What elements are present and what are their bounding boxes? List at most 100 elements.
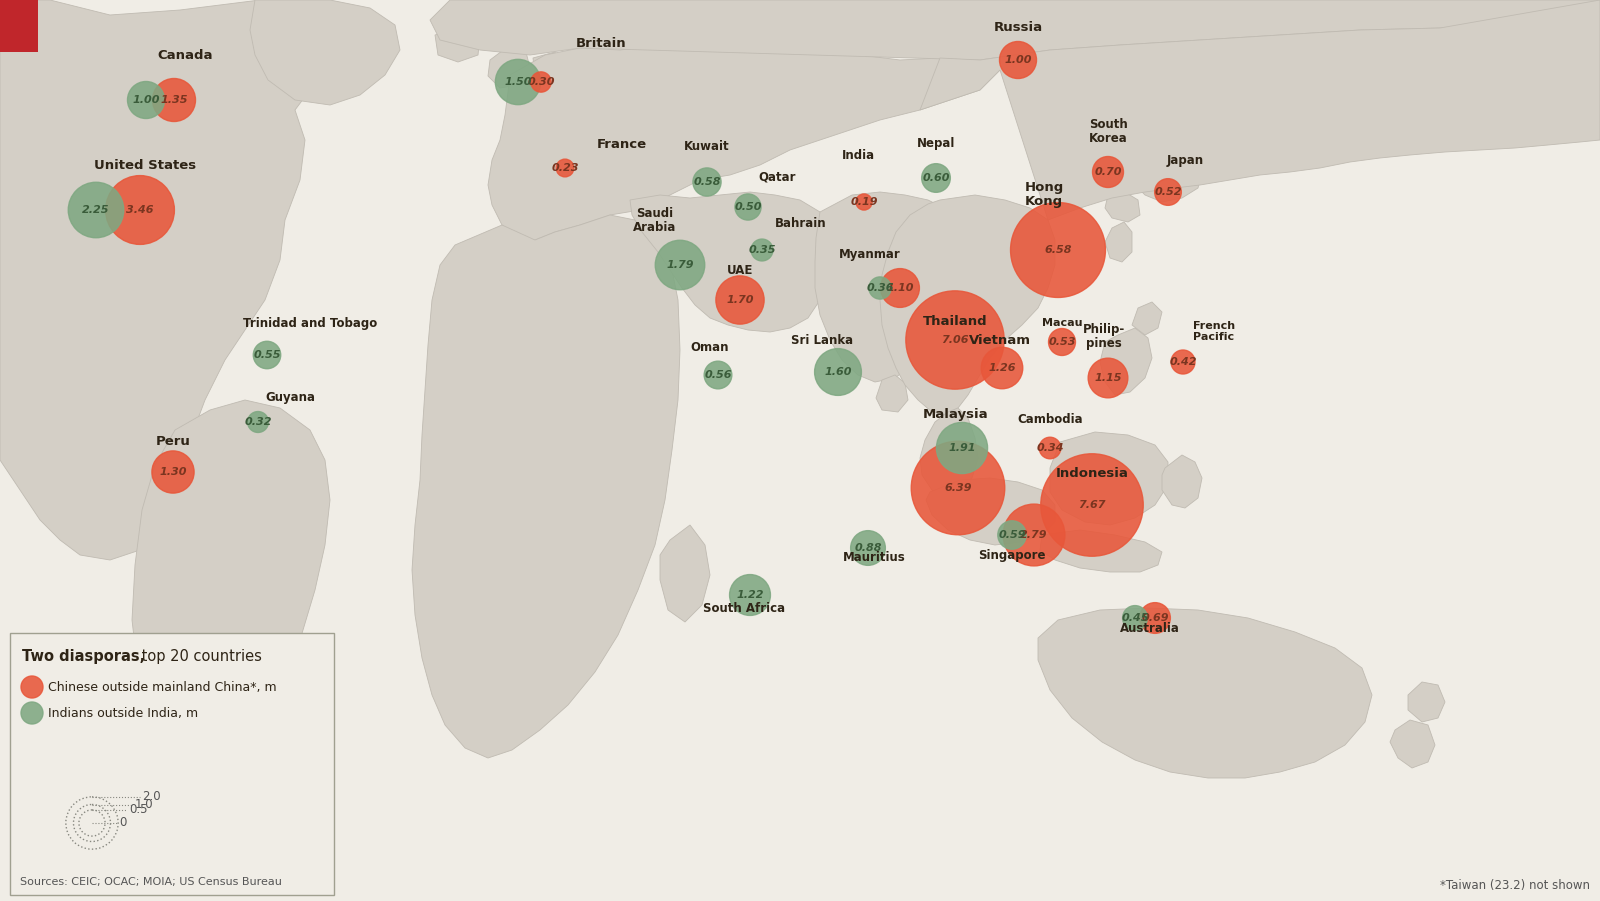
Text: 1.00: 1.00 xyxy=(133,95,160,105)
Text: United States: United States xyxy=(94,159,197,172)
Polygon shape xyxy=(413,215,680,758)
Circle shape xyxy=(1040,454,1144,556)
Text: Kuwait: Kuwait xyxy=(685,140,730,153)
Text: Philip-
pines: Philip- pines xyxy=(1083,323,1125,350)
Text: French
Pacific: French Pacific xyxy=(1194,321,1235,342)
Text: 1.15: 1.15 xyxy=(1094,373,1122,383)
Polygon shape xyxy=(1130,145,1202,202)
Text: 0.59: 0.59 xyxy=(998,530,1026,540)
Circle shape xyxy=(750,239,773,261)
Text: 1.00: 1.00 xyxy=(1005,55,1032,65)
Circle shape xyxy=(814,349,861,396)
Text: 1.10: 1.10 xyxy=(886,283,914,293)
Text: 0.50: 0.50 xyxy=(734,202,762,212)
Text: 0.69: 0.69 xyxy=(1141,613,1168,623)
Polygon shape xyxy=(926,478,1054,545)
Bar xyxy=(0,0,38,52)
Circle shape xyxy=(856,194,872,210)
Text: 1.50: 1.50 xyxy=(504,77,531,87)
Circle shape xyxy=(21,702,43,724)
Text: 1.35: 1.35 xyxy=(160,95,187,105)
Text: 1.26: 1.26 xyxy=(989,363,1016,373)
Circle shape xyxy=(936,423,987,474)
Text: Chinese outside mainland China*, m: Chinese outside mainland China*, m xyxy=(48,680,277,694)
Text: Myanmar: Myanmar xyxy=(838,248,901,261)
Polygon shape xyxy=(661,525,710,622)
Circle shape xyxy=(981,347,1022,388)
Polygon shape xyxy=(814,192,968,382)
Text: Bahrain: Bahrain xyxy=(774,217,827,230)
Text: 0.36: 0.36 xyxy=(866,283,894,293)
Circle shape xyxy=(693,168,722,196)
Text: Sri Lanka: Sri Lanka xyxy=(790,334,853,347)
Text: Cambodia: Cambodia xyxy=(1018,413,1083,426)
Text: 0.30: 0.30 xyxy=(528,77,555,87)
Circle shape xyxy=(1171,350,1195,374)
Text: 7.67: 7.67 xyxy=(1078,500,1106,510)
Polygon shape xyxy=(1106,192,1139,222)
Text: UAE: UAE xyxy=(726,264,754,277)
Text: 0: 0 xyxy=(118,816,126,830)
Text: 1.0: 1.0 xyxy=(134,798,154,811)
Polygon shape xyxy=(920,0,1600,220)
Text: 0.5: 0.5 xyxy=(130,804,147,816)
Text: Qatar: Qatar xyxy=(758,170,795,183)
Circle shape xyxy=(152,78,195,122)
Text: Indonesia: Indonesia xyxy=(1056,467,1128,480)
Text: 0.35: 0.35 xyxy=(749,245,776,255)
Polygon shape xyxy=(0,0,330,560)
Text: India: India xyxy=(842,149,875,162)
Circle shape xyxy=(1040,437,1061,459)
Text: 2.0: 2.0 xyxy=(142,790,160,804)
Circle shape xyxy=(851,531,885,565)
Text: Two diasporas,: Two diasporas, xyxy=(22,649,146,664)
Circle shape xyxy=(880,268,920,307)
FancyBboxPatch shape xyxy=(10,633,334,895)
Text: 1.79: 1.79 xyxy=(666,260,694,270)
Polygon shape xyxy=(488,45,1000,240)
Polygon shape xyxy=(250,0,400,105)
Circle shape xyxy=(1048,329,1075,356)
Text: Russia: Russia xyxy=(994,21,1043,34)
Text: 0.70: 0.70 xyxy=(1094,167,1122,177)
Circle shape xyxy=(715,276,765,324)
Circle shape xyxy=(1139,603,1170,633)
Text: 1.70: 1.70 xyxy=(726,295,754,305)
Text: *Taiwan (23.2) not shown: *Taiwan (23.2) not shown xyxy=(1440,879,1590,892)
Polygon shape xyxy=(435,28,480,62)
Circle shape xyxy=(106,176,174,244)
Text: 6.39: 6.39 xyxy=(944,483,971,493)
Text: Peru: Peru xyxy=(155,435,190,448)
Text: 0.55: 0.55 xyxy=(253,350,280,360)
Text: 0.42: 0.42 xyxy=(1170,357,1197,367)
Circle shape xyxy=(21,676,43,698)
Circle shape xyxy=(912,441,1005,535)
Polygon shape xyxy=(1106,222,1133,262)
Polygon shape xyxy=(1101,328,1152,395)
Polygon shape xyxy=(1390,720,1435,768)
Text: Japan: Japan xyxy=(1166,154,1203,167)
Text: Oman: Oman xyxy=(691,341,730,354)
Polygon shape xyxy=(1162,455,1202,508)
Circle shape xyxy=(1003,504,1066,566)
Text: Guyana: Guyana xyxy=(266,391,315,404)
Text: 1.60: 1.60 xyxy=(824,367,851,377)
Circle shape xyxy=(1088,359,1128,398)
Text: South
Korea: South Korea xyxy=(1088,118,1128,145)
Text: Malaysia: Malaysia xyxy=(923,408,989,421)
Text: 0.45: 0.45 xyxy=(1122,613,1149,623)
Text: Trinidad and Tobago: Trinidad and Tobago xyxy=(243,317,378,330)
Text: 6.58: 6.58 xyxy=(1045,245,1072,255)
Text: Mauritius: Mauritius xyxy=(843,551,906,564)
Text: Singapore: Singapore xyxy=(978,549,1046,562)
Circle shape xyxy=(496,59,541,105)
Circle shape xyxy=(704,361,731,389)
Polygon shape xyxy=(630,192,832,332)
Text: Thailand: Thailand xyxy=(923,315,987,328)
Polygon shape xyxy=(488,45,530,88)
Text: Indians outside India, m: Indians outside India, m xyxy=(48,706,198,720)
Text: Sources: CEIC; OCAC; MOIA; US Census Bureau: Sources: CEIC; OCAC; MOIA; US Census Bur… xyxy=(19,877,282,887)
Text: 1.22: 1.22 xyxy=(736,590,763,600)
Text: Saudi
Arabia: Saudi Arabia xyxy=(634,207,677,234)
Circle shape xyxy=(1093,157,1123,187)
